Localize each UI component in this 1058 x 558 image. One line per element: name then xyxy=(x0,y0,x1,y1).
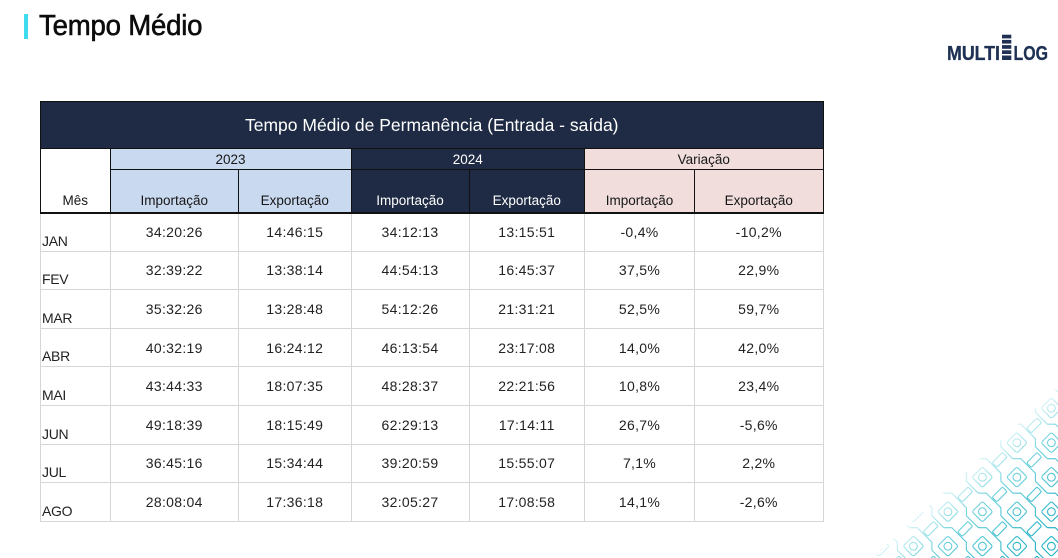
svg-text:MULTI: MULTI xyxy=(947,43,1000,63)
svg-text:LOG: LOG xyxy=(1014,43,1049,63)
